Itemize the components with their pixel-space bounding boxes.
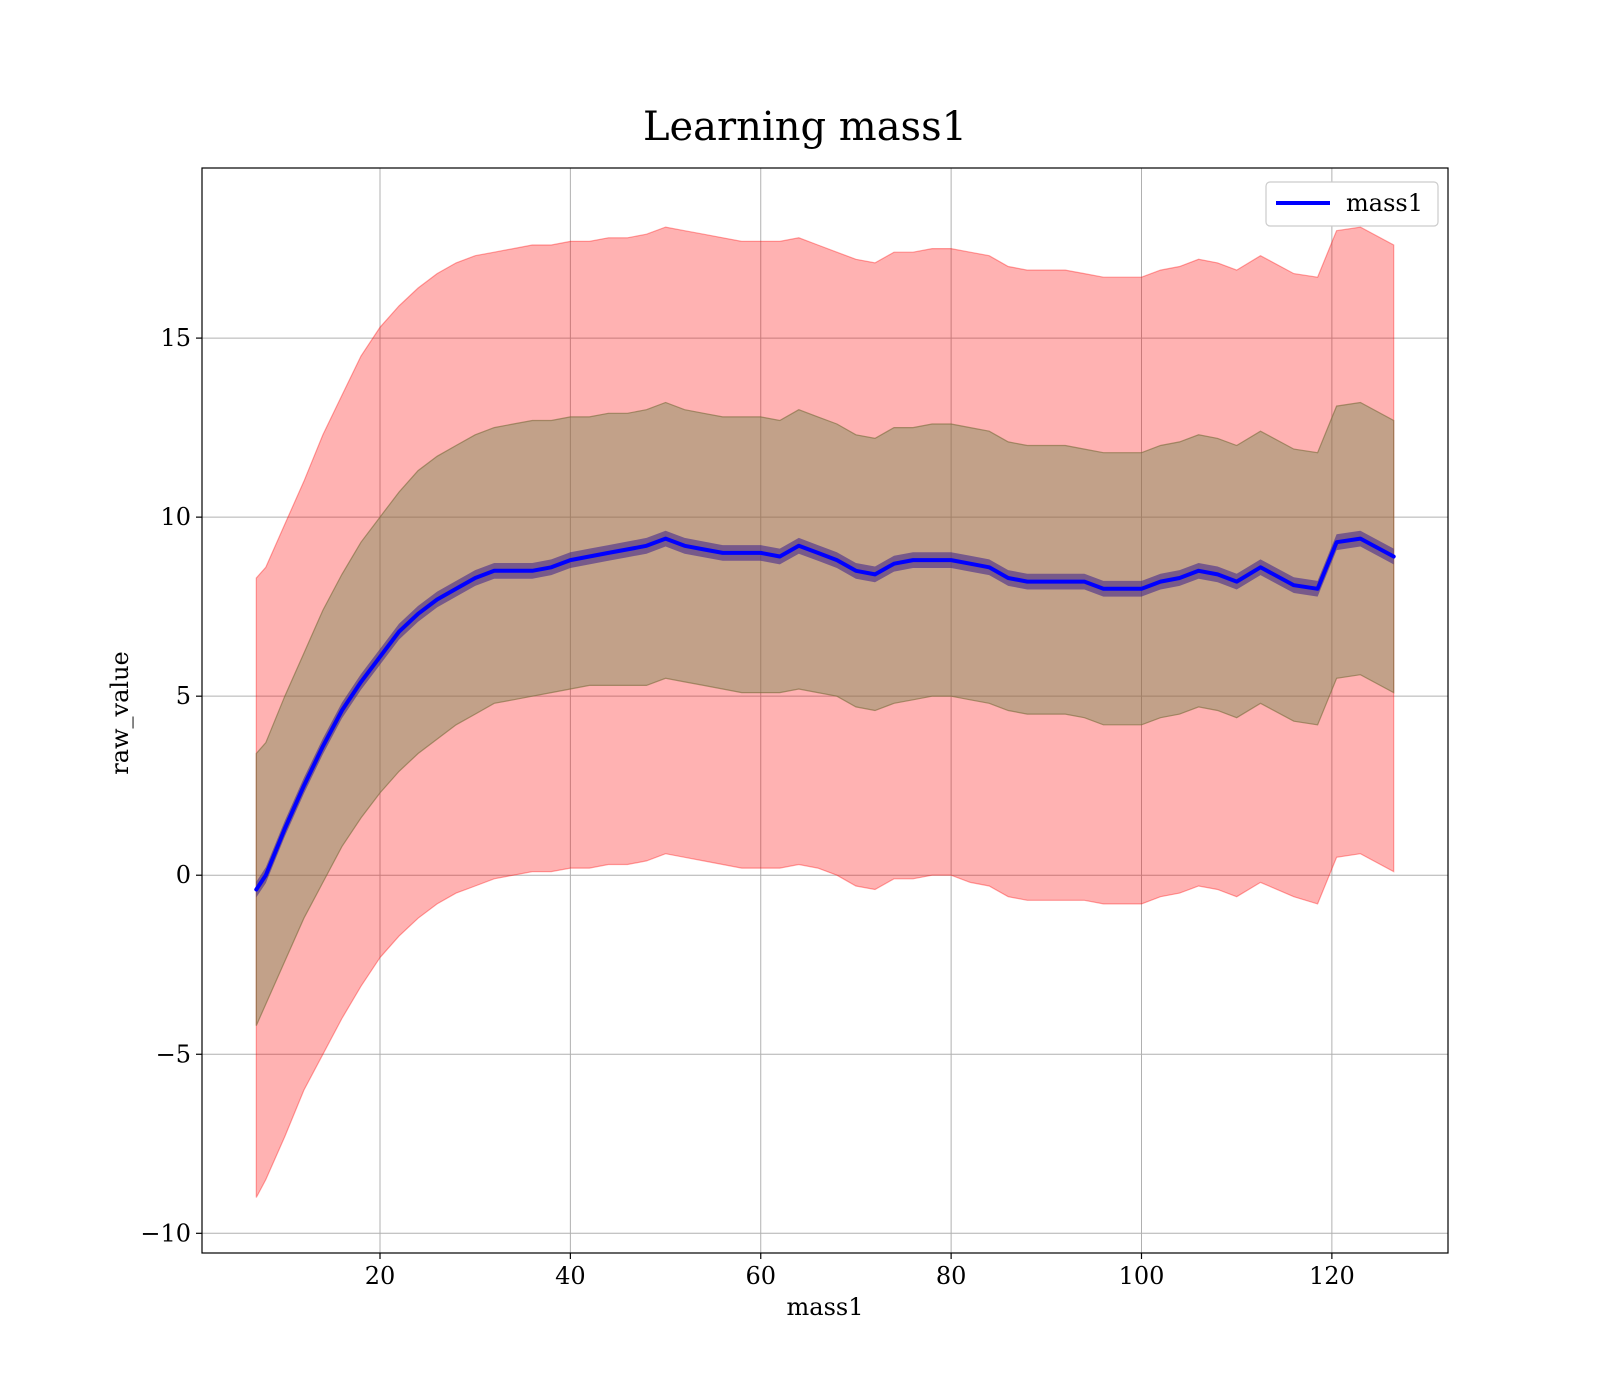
outer-confidence-band: [255, 226, 1395, 1198]
y-tick-label: −5: [156, 1040, 191, 1068]
y-tick-label: 15: [160, 324, 191, 352]
x-axis-label: mass1: [787, 1293, 864, 1321]
x-tick-label: 60: [745, 1262, 776, 1290]
plot-area: 20 40 60 80 100 120 −10 −5 0 5 10 15: [140, 167, 1449, 1290]
y-tick-label: 0: [176, 861, 191, 889]
x-tick-label: 100: [1119, 1262, 1165, 1290]
x-tick-label: 120: [1309, 1262, 1355, 1290]
y-tick-label: 5: [176, 682, 191, 710]
legend: mass1: [1265, 181, 1439, 227]
legend-entry-mass1: mass1: [1346, 189, 1423, 217]
y-tick-label: 10: [160, 503, 191, 531]
x-tick-label: 20: [365, 1262, 396, 1290]
x-tick-label: 80: [936, 1262, 967, 1290]
inner-confidence-band: [255, 401, 1395, 1026]
axes-frame: [201, 167, 1449, 1254]
x-tick-label: 40: [555, 1262, 586, 1290]
legend-box: [1265, 181, 1439, 227]
chart-title: Learning mass1: [643, 104, 967, 150]
y-axis-label: raw_value: [106, 651, 134, 775]
y-tick-label: −10: [140, 1219, 191, 1247]
series-line-mass1: [254, 536, 1396, 892]
